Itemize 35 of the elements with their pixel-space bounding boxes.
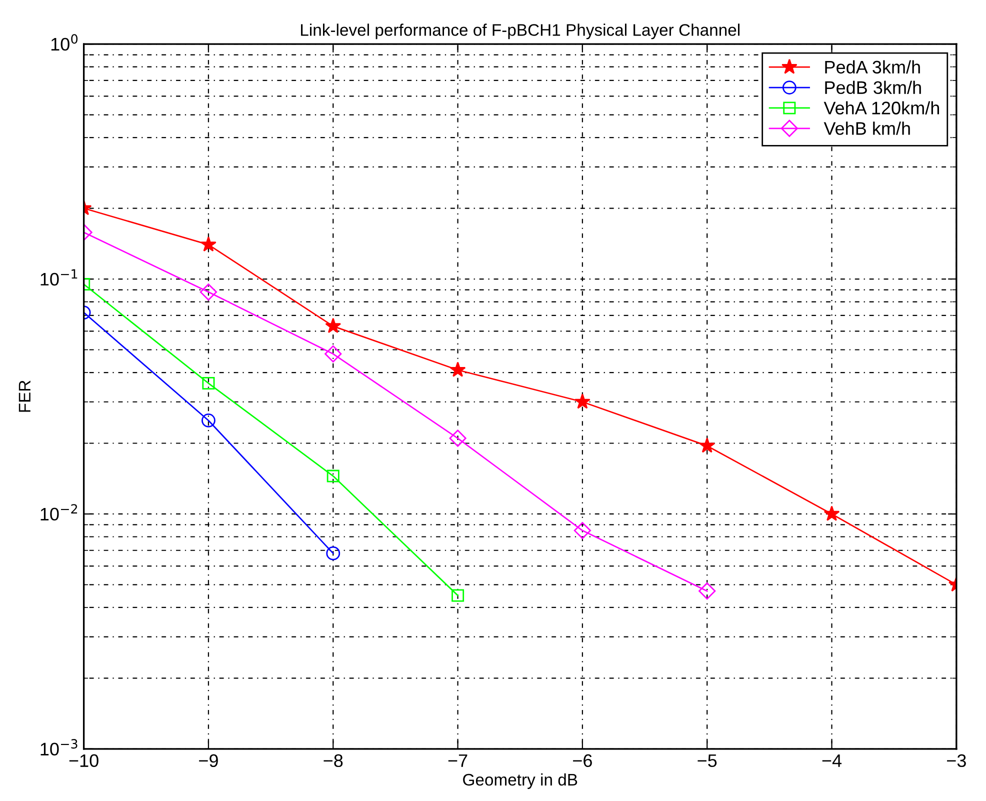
legend-label: VehA 120km/h [824, 101, 940, 114]
point [326, 546, 340, 560]
chart-title: Link-level performance of F-pBCH1 Physical Layer Channel [301, 24, 740, 40]
x-tick-label: −4 [822, 754, 842, 767]
point [824, 506, 840, 521]
point [324, 345, 342, 362]
legend-label: PedB 3km/h [825, 80, 921, 94]
point [574, 522, 591, 540]
point [326, 470, 340, 482]
point [449, 430, 466, 447]
x-tick-label: −8 [324, 754, 343, 768]
x-tick-label: −7 [448, 754, 468, 767]
y-tick-label: 10$^{−1}$ [40, 269, 78, 286]
x-tick-label: −9 [199, 754, 218, 768]
x-tick-label: −10 [69, 754, 98, 768]
x-tick-label: −3 [947, 754, 966, 768]
point [698, 582, 716, 600]
point [699, 437, 716, 453]
y-tick-label: 10$^{−2}$ [40, 504, 78, 521]
x-tick-label: −6 [573, 754, 592, 768]
point [452, 589, 464, 602]
point [574, 394, 590, 409]
point [200, 236, 216, 252]
x-tick-label: −5 [698, 754, 717, 768]
y-tick-label: 10$^{−3}$ [40, 739, 78, 756]
point [325, 318, 342, 334]
point [202, 377, 215, 390]
legend-label: VehB km/h [824, 122, 910, 135]
point [450, 362, 466, 377]
x-axis-title: Geometry in dB [463, 773, 578, 789]
legend-label: PedA 3km/h [825, 60, 920, 74]
y-tick-label: 10$^{0}$ [51, 34, 78, 51]
y-axis-title: FER [18, 380, 30, 412]
point [200, 284, 218, 301]
point [202, 414, 216, 428]
